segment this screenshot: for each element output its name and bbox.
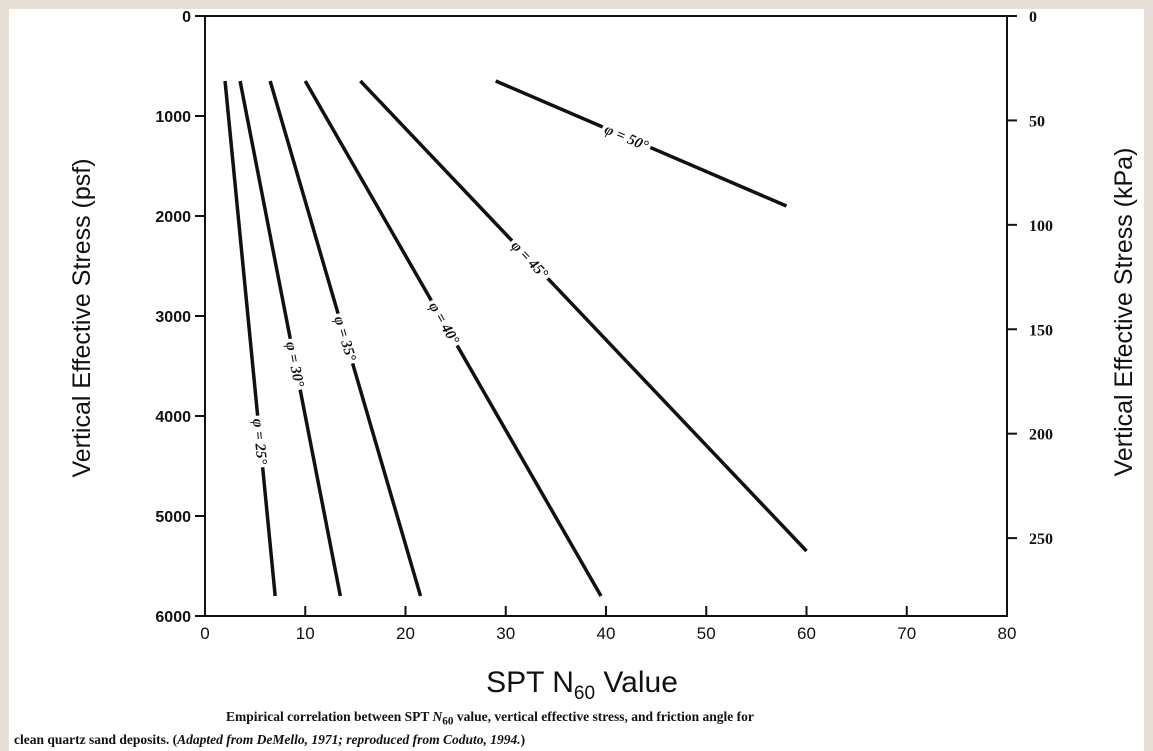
x-tick-label: 60: [797, 624, 816, 643]
caption-text-1a: Empirical correlation between SPT: [226, 709, 433, 724]
caption-n-subscript: 60: [442, 715, 454, 728]
x-tick-label: 20: [396, 624, 415, 643]
series-label-backing: [423, 296, 465, 351]
series-label-group: φ = 45°: [505, 234, 555, 285]
series-line: [223, 80, 277, 597]
y-tick-left-label: 4000: [155, 409, 191, 426]
series-label-backing: [281, 337, 310, 392]
series-label: φ = 50°: [602, 122, 650, 155]
series-label-group: φ = 50°: [599, 118, 654, 156]
y-tick-right-label: 150: [1029, 322, 1053, 339]
series-lines: [223, 79, 808, 597]
series-label-backing: [329, 311, 362, 366]
series-label-group: φ = 25°: [248, 414, 272, 469]
y-tick-left-label: 1000: [155, 109, 191, 126]
y-tick-right-label: 200: [1029, 427, 1053, 444]
caption-line-1: Empirical correlation between SPT N60 va…: [14, 708, 1142, 731]
series-label-group: φ = 40°: [423, 296, 465, 351]
frame-border-left: [0, 0, 9, 751]
y-ticks-right: 0 50 100 150 200 250: [1007, 9, 1053, 548]
y-tick-left-label: 5000: [155, 509, 191, 526]
x-tick-label: 30: [496, 624, 515, 643]
x-tick-label: 80: [998, 624, 1017, 643]
caption-text-2a: clean quartz sand deposits. (: [14, 731, 178, 747]
y-tick-left-label: 3000: [155, 309, 191, 326]
x-axis-title: SPT N60 Value: [486, 666, 678, 704]
frame-border-right: [1144, 0, 1153, 751]
x-tick-label: 40: [597, 624, 616, 643]
series-label: φ = 45°: [508, 238, 551, 282]
x-axis-title-subscript: 60: [574, 683, 595, 704]
caption-text-1b: value, vertical effective stress, and fr…: [453, 709, 754, 724]
series-label: φ = 40°: [425, 300, 462, 348]
series-labels: φ = 25° φ = 30° φ = 35° φ = 40° φ = 45° φ = 5…: [248, 118, 654, 469]
y-tick-right-label: 50: [1029, 113, 1045, 130]
series-label: φ = 25°: [249, 418, 269, 465]
frame-border-top: [0, 0, 1153, 9]
series-label-backing: [599, 118, 654, 156]
series-label-group: φ = 35°: [329, 311, 362, 366]
caption-line-2: clean quartz sand deposits. (Adapted fro…: [14, 731, 1142, 748]
y-axis-title-left: Vertical Effective Stress (psf): [68, 158, 96, 477]
y-tick-left-label: 6000: [155, 609, 191, 626]
x-tick-label: 70: [897, 624, 916, 643]
series-label-backing: [505, 234, 555, 285]
y-tick-right-label: 250: [1029, 531, 1053, 548]
series-line: [359, 79, 808, 553]
x-ticks: 0 10 20 30 40 50 60 70 80: [200, 606, 1016, 643]
series-label-backing: [248, 414, 272, 469]
x-tick-label: 10: [296, 624, 315, 643]
y-tick-right-label: 100: [1029, 218, 1053, 235]
figure-caption: Empirical correlation between SPT N60 va…: [14, 708, 1142, 748]
caption-source: Adapted from DeMello, 1971; reproduced f…: [177, 731, 521, 747]
caption-text-2b: ): [520, 731, 526, 747]
x-axis-title-tail: Value: [595, 666, 678, 699]
caption-n-symbol: N: [432, 709, 443, 724]
y-tick-right-label: 0: [1029, 9, 1037, 26]
y-ticks-left: 0 1000 2000 3000 4000 5000 6000: [155, 9, 205, 626]
x-axis-title-main: SPT N: [486, 666, 574, 699]
x-tick-label: 50: [697, 624, 716, 643]
y-tick-left-label: 0: [182, 9, 191, 26]
x-tick-label: 0: [200, 624, 209, 643]
series-label-group: φ = 30°: [281, 337, 310, 392]
series-line: [238, 80, 343, 597]
y-tick-left-label: 2000: [155, 209, 191, 226]
y-axis-title-right: Vertical Effective Stress (kPa): [1110, 148, 1138, 477]
series-label: φ = 30°: [282, 340, 306, 388]
